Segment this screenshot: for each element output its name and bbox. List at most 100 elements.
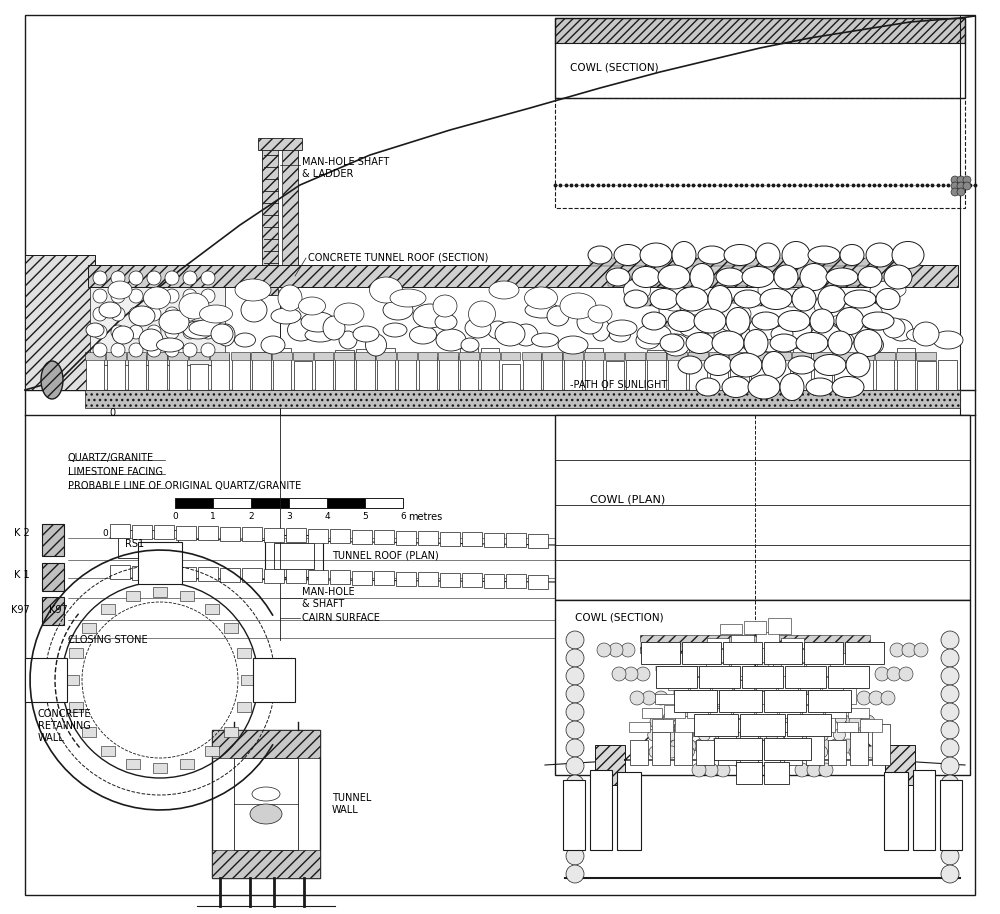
- Ellipse shape: [818, 285, 846, 313]
- Text: metres: metres: [408, 512, 442, 522]
- Bar: [274, 543, 314, 569]
- Text: CLOSING STONE: CLOSING STONE: [68, 635, 148, 645]
- Circle shape: [696, 695, 708, 707]
- Bar: [800, 680, 820, 690]
- Circle shape: [654, 691, 668, 705]
- Circle shape: [597, 643, 611, 657]
- Circle shape: [201, 325, 215, 339]
- Bar: [180, 759, 194, 769]
- Ellipse shape: [660, 334, 684, 352]
- Circle shape: [694, 739, 708, 753]
- Circle shape: [731, 678, 743, 690]
- Bar: [264, 527, 284, 541]
- Bar: [872, 724, 890, 765]
- Ellipse shape: [468, 301, 496, 327]
- Bar: [700, 688, 720, 704]
- Ellipse shape: [740, 329, 762, 351]
- Ellipse shape: [461, 338, 479, 352]
- Bar: [258, 138, 302, 150]
- Bar: [768, 722, 789, 732]
- Text: K97: K97: [11, 605, 30, 615]
- Circle shape: [111, 343, 125, 357]
- Circle shape: [741, 644, 753, 656]
- Ellipse shape: [778, 311, 810, 332]
- Bar: [118, 530, 178, 558]
- Bar: [374, 530, 394, 544]
- Circle shape: [914, 643, 928, 657]
- Bar: [729, 352, 749, 360]
- Circle shape: [749, 695, 761, 707]
- Bar: [719, 690, 762, 712]
- Ellipse shape: [433, 295, 457, 317]
- Ellipse shape: [241, 298, 267, 322]
- Bar: [397, 352, 417, 360]
- Bar: [680, 666, 704, 676]
- Ellipse shape: [734, 290, 762, 308]
- Circle shape: [129, 271, 143, 285]
- Bar: [563, 780, 585, 850]
- Bar: [293, 352, 313, 360]
- Bar: [845, 642, 884, 664]
- Ellipse shape: [366, 334, 386, 356]
- Bar: [781, 638, 804, 648]
- Bar: [506, 574, 526, 588]
- Circle shape: [630, 691, 644, 705]
- Circle shape: [818, 712, 830, 724]
- Circle shape: [692, 763, 706, 777]
- Ellipse shape: [288, 319, 314, 341]
- Bar: [718, 649, 742, 662]
- Ellipse shape: [353, 326, 379, 342]
- Ellipse shape: [858, 267, 882, 288]
- Bar: [210, 352, 229, 360]
- Circle shape: [201, 289, 215, 303]
- Bar: [764, 690, 806, 712]
- Bar: [706, 638, 729, 648]
- Bar: [768, 618, 790, 634]
- Bar: [253, 658, 295, 702]
- Ellipse shape: [788, 356, 816, 374]
- Circle shape: [183, 343, 197, 357]
- Bar: [330, 529, 350, 543]
- Ellipse shape: [640, 243, 672, 267]
- Bar: [460, 348, 478, 390]
- Bar: [154, 566, 174, 580]
- Bar: [822, 677, 842, 690]
- Ellipse shape: [144, 287, 170, 309]
- Ellipse shape: [840, 245, 864, 265]
- Circle shape: [941, 703, 959, 721]
- Ellipse shape: [278, 285, 302, 311]
- Circle shape: [682, 739, 696, 753]
- Bar: [418, 531, 438, 545]
- Bar: [673, 690, 852, 695]
- Bar: [662, 338, 848, 346]
- Ellipse shape: [678, 356, 702, 374]
- Bar: [264, 569, 284, 582]
- Circle shape: [649, 746, 661, 758]
- Bar: [756, 677, 776, 690]
- Bar: [668, 349, 686, 390]
- Bar: [88, 265, 958, 287]
- Bar: [220, 526, 240, 540]
- Circle shape: [566, 865, 584, 883]
- Bar: [917, 361, 936, 390]
- Ellipse shape: [792, 287, 816, 311]
- Circle shape: [566, 631, 584, 649]
- Bar: [377, 348, 395, 390]
- Circle shape: [201, 343, 215, 357]
- Bar: [242, 568, 262, 582]
- Bar: [625, 352, 645, 360]
- Text: MAN-HOLE SHAFT
& LADDER: MAN-HOLE SHAFT & LADDER: [302, 157, 389, 179]
- Bar: [15, 535, 305, 825]
- Ellipse shape: [672, 241, 696, 269]
- Bar: [808, 690, 851, 712]
- Bar: [714, 738, 762, 760]
- Circle shape: [183, 325, 197, 339]
- Bar: [850, 732, 868, 765]
- Bar: [440, 532, 460, 546]
- Circle shape: [757, 644, 769, 656]
- Bar: [101, 604, 115, 614]
- Text: CAIRN SURFACE: CAIRN SURFACE: [302, 613, 380, 623]
- Bar: [251, 352, 271, 360]
- Ellipse shape: [770, 334, 798, 352]
- Circle shape: [941, 721, 959, 739]
